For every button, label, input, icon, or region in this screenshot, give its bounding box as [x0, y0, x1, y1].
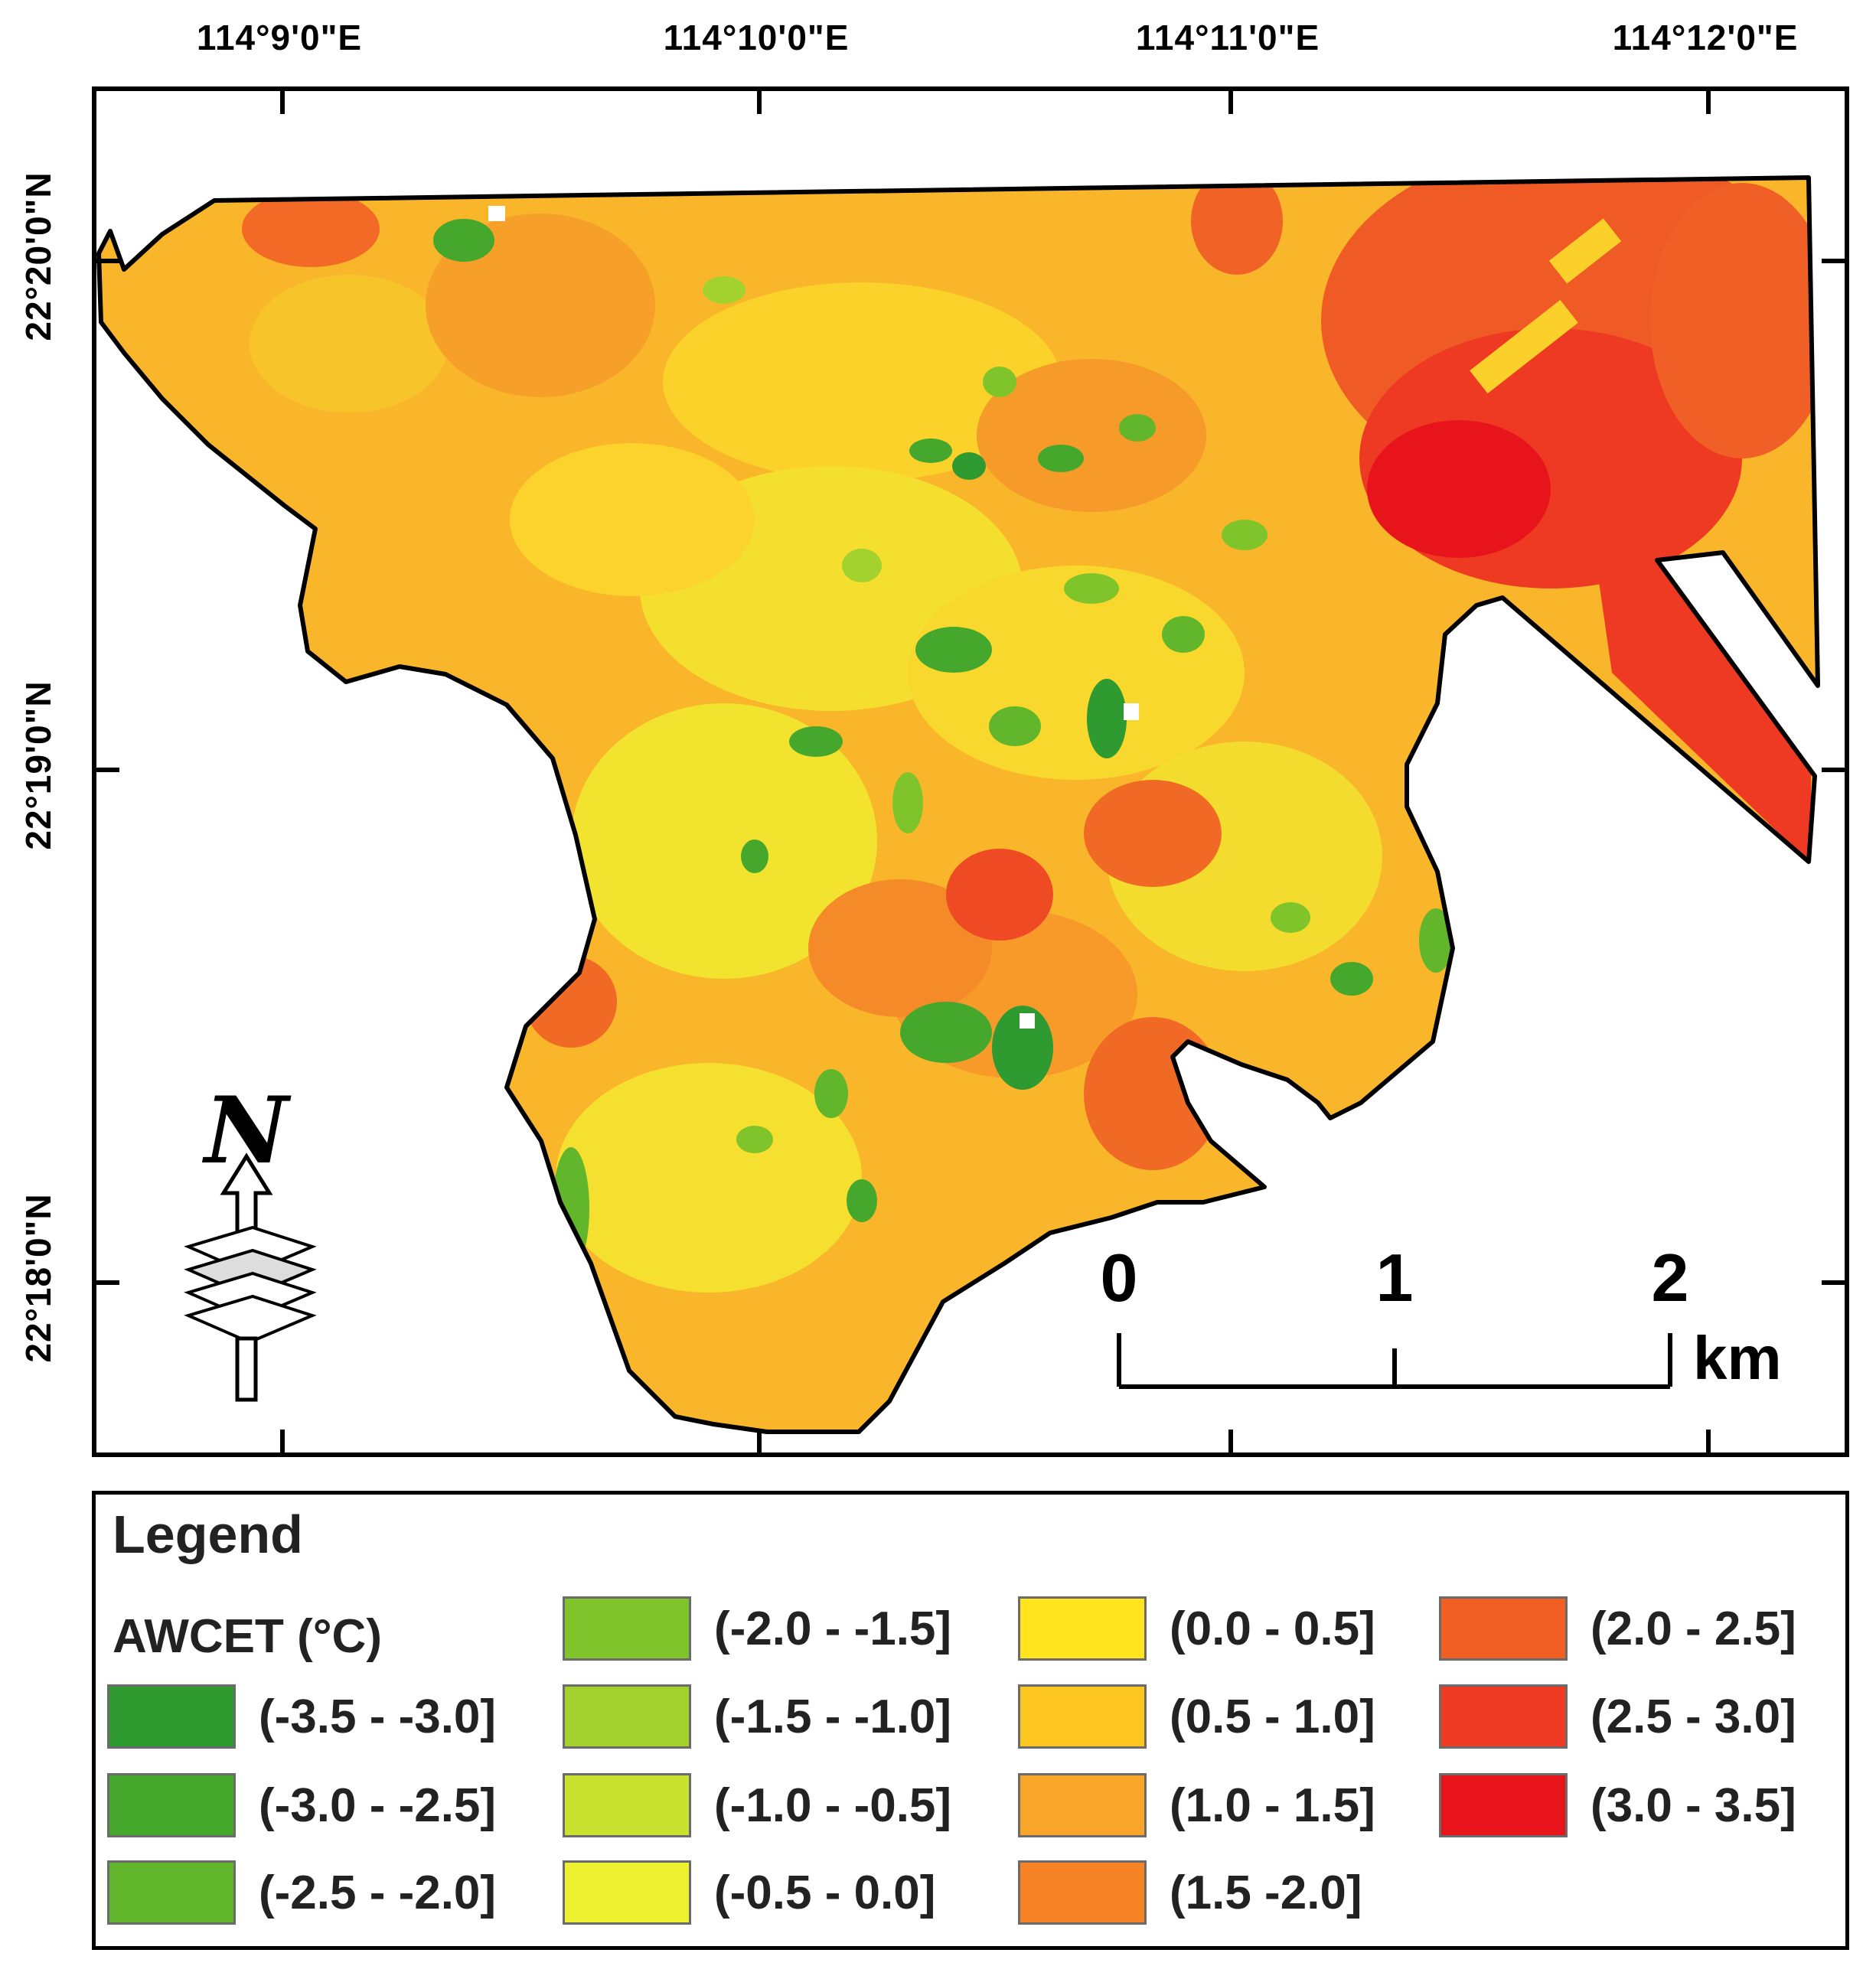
legend-item: (2.5 - 3.0]: [1439, 1684, 1796, 1749]
legend-item: (-2.0 - -1.5]: [563, 1596, 951, 1661]
scale-unit: km: [1693, 1324, 1782, 1392]
north-arrow-icon: N: [184, 1077, 317, 1402]
legend-label: (-2.5 - -2.0]: [259, 1866, 497, 1919]
legend-item: (-1.0 - -0.5]: [563, 1773, 951, 1837]
map-frame: N 0 1 2 km: [92, 86, 1849, 1457]
scale-bar: [1117, 1333, 1672, 1389]
legend-swatch: [107, 1860, 236, 1925]
legend-label: (2.0 - 2.5]: [1591, 1602, 1796, 1655]
legend-variable: AWCET (°C): [113, 1610, 382, 1663]
lat-label-22-20: 22°20'0"N: [18, 171, 58, 341]
scale-tick-1: 1: [1375, 1240, 1414, 1316]
legend-label: (1.0 - 1.5]: [1170, 1778, 1375, 1832]
legend-label: (1.5 -2.0]: [1170, 1866, 1362, 1919]
awcet-map: N: [96, 91, 1845, 1452]
legend-label: (-0.5 - 0.0]: [714, 1866, 936, 1919]
lon-label-114-12: 114°12'0"E: [1612, 18, 1799, 57]
legend-label: (-2.0 - -1.5]: [714, 1602, 952, 1655]
legend-label: (-3.5 - -3.0]: [259, 1690, 497, 1743]
scale-tick-0: 0: [1100, 1240, 1138, 1316]
lat-label-22-19: 22°19'0"N: [18, 680, 58, 850]
legend-swatch: [1018, 1684, 1147, 1749]
legend-swatch: [1018, 1596, 1147, 1661]
legend-label: (3.0 - 3.5]: [1591, 1778, 1796, 1832]
legend-swatch: [563, 1773, 691, 1837]
legend-swatch: [1439, 1596, 1568, 1661]
awcet-raster: [99, 178, 1818, 1432]
legend-swatch: [107, 1773, 236, 1837]
legend-item: (0.0 - 0.5]: [1018, 1596, 1375, 1661]
legend-item: (2.0 - 2.5]: [1439, 1596, 1796, 1661]
legend-swatch: [107, 1684, 236, 1749]
legend-swatch: [563, 1860, 691, 1925]
legend-item: (1.5 -2.0]: [1018, 1860, 1362, 1925]
legend-swatch: [563, 1684, 691, 1749]
legend: Legend AWCET (°C) (-3.5 - -3.0] (-3.0 - …: [92, 1491, 1849, 1950]
lat-label-22-18: 22°18'0"N: [18, 1193, 58, 1363]
legend-item: (1.0 - 1.5]: [1018, 1773, 1375, 1837]
legend-label: (0.0 - 0.5]: [1170, 1602, 1375, 1655]
legend-label: (-3.0 - -2.5]: [259, 1778, 497, 1832]
legend-label: (-1.0 - -0.5]: [714, 1778, 952, 1832]
legend-swatch: [1018, 1773, 1147, 1837]
legend-item: (-2.5 - -2.0]: [107, 1860, 496, 1925]
legend-item: (-3.5 - -3.0]: [107, 1684, 496, 1749]
legend-swatch: [1018, 1860, 1147, 1925]
lon-label-114-9: 114°9'0"E: [196, 18, 363, 57]
legend-swatch: [563, 1596, 691, 1661]
legend-title: Legend: [113, 1505, 303, 1564]
legend-item: (3.0 - 3.5]: [1439, 1773, 1796, 1837]
graticule-ticks: [96, 91, 1845, 1452]
legend-label: (2.5 - 3.0]: [1591, 1690, 1796, 1743]
legend-item: (-3.0 - -2.5]: [107, 1773, 496, 1837]
legend-item: (-1.5 - -1.0]: [563, 1684, 951, 1749]
lon-label-114-10: 114°10'0"E: [663, 18, 850, 57]
legend-swatch: [1439, 1684, 1568, 1749]
district-boundary: [96, 175, 1820, 1434]
legend-item: (0.5 - 1.0]: [1018, 1684, 1375, 1749]
legend-label: (0.5 - 1.0]: [1170, 1690, 1375, 1743]
legend-item: (-0.5 - 0.0]: [563, 1860, 935, 1925]
legend-swatch: [1439, 1773, 1568, 1837]
lon-label-114-11: 114°11'0"E: [1135, 18, 1320, 57]
scale-tick-2: 2: [1651, 1240, 1689, 1316]
legend-label: (-1.5 - -1.0]: [714, 1690, 952, 1743]
